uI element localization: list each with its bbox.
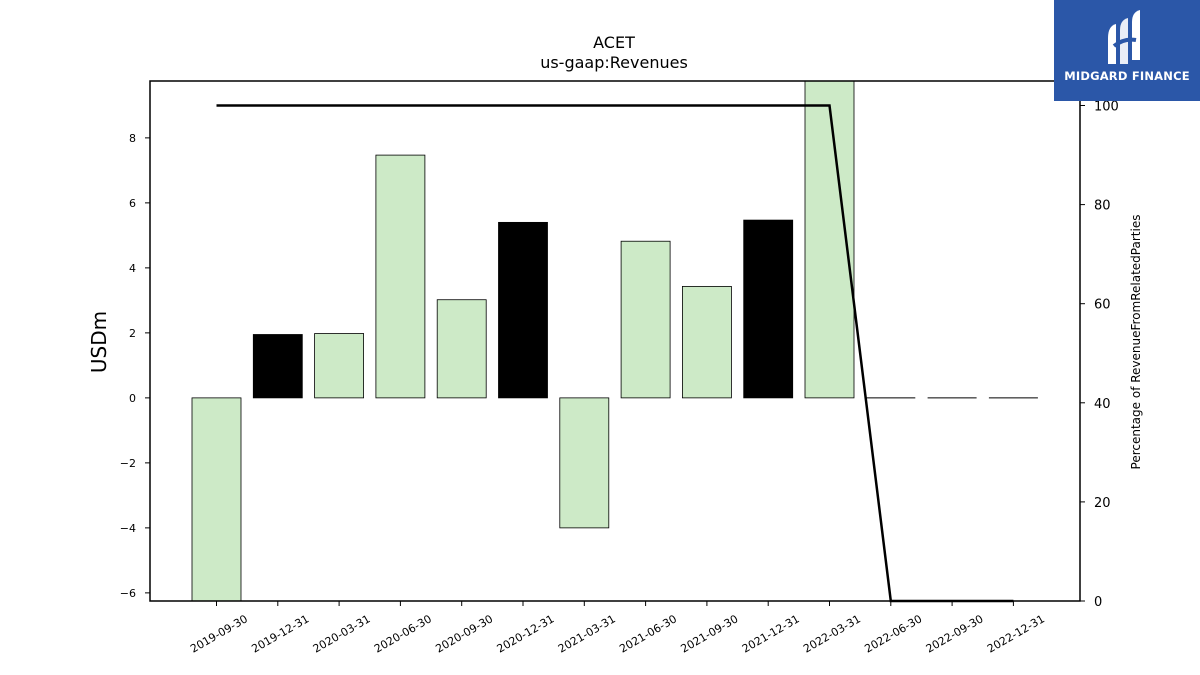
bar [620,240,671,399]
x-tick-label: 2022-09-30 [924,612,986,655]
bar [559,397,610,529]
bar [191,397,242,601]
bar [252,334,303,399]
y2-axis-ticks: 0 20 40 60 80 100 [1080,100,1119,610]
bar [436,299,487,399]
y-axis-ticks: −6 −4 −2 0 2 4 6 8 [120,132,150,600]
y-tick-label: 0 [129,392,136,405]
x-tick-label: 2020-12-31 [495,612,557,655]
bar [498,221,548,399]
y-tick-label: −6 [120,587,136,600]
x-tick-label: 2022-12-31 [985,612,1047,655]
chart-title: ACET [593,33,635,52]
chart-subtitle: us-gaap:Revenues [540,53,688,72]
x-axis-ticks: 2019-09-30 2019-12-31 2020-03-31 2020-06-30… [188,601,1047,656]
y2-tick-label: 60 [1094,298,1111,313]
y-tick-label: 4 [129,262,136,275]
y2-tick-label: 100 [1094,100,1119,115]
bar [743,219,794,399]
y-tick-label: 6 [129,197,136,210]
y2-tick-label: 40 [1094,397,1111,412]
y-tick-label: −4 [120,522,136,535]
midgard-logo-icon [1108,10,1140,64]
logo-text: MIDGARD FINANCE [1064,69,1190,83]
y2-tick-label: 80 [1094,199,1111,214]
x-tick-label: 2021-03-31 [556,612,618,655]
y-axis-label: USDm [87,311,111,373]
x-tick-label: 2022-06-30 [862,612,924,655]
x-tick-label: 2021-12-31 [740,612,802,655]
bar [682,285,732,399]
x-tick-label: 2019-12-31 [249,612,311,655]
x-tick-label: 2021-09-30 [679,612,741,655]
bar [314,333,365,399]
x-tick-label: 2020-03-31 [311,612,373,655]
bar [375,154,426,399]
y2-tick-label: 0 [1094,595,1102,610]
bars-group [191,81,1038,601]
midgard-finance-logo: MIDGARD FINANCE [1054,0,1200,101]
y2-axis-label: Percentage of RevenueFromRelatedParties [1129,215,1143,470]
x-tick-label: 2022-03-31 [801,612,863,655]
x-tick-label: 2020-06-30 [372,612,434,655]
x-tick-label: 2021-06-30 [617,612,679,655]
y-tick-label: 2 [129,327,136,340]
y-tick-label: −2 [120,457,136,470]
plot-frame [149,80,1081,602]
x-tick-label: 2019-09-30 [188,612,250,655]
x-tick-label: 2020-09-30 [433,612,495,655]
y2-tick-label: 20 [1094,496,1111,511]
y-tick-label: 8 [129,132,136,145]
